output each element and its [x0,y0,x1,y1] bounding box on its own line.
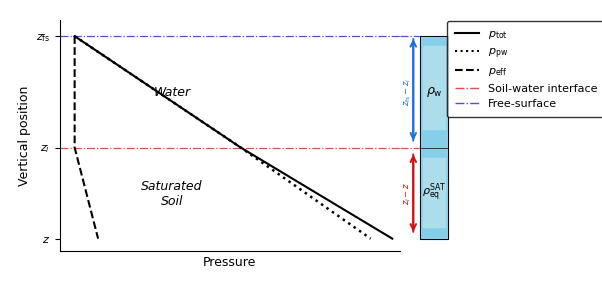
Text: $\rho_\mathrm{w}$: $\rho_\mathrm{w}$ [426,85,442,99]
Text: Saturated
Soil: Saturated Soil [141,180,203,208]
Text: $z_{\mathrm{fs}}-z_i$: $z_{\mathrm{fs}}-z_i$ [402,78,412,106]
Y-axis label: Vertical position: Vertical position [17,85,31,186]
X-axis label: Pressure: Pressure [203,256,256,269]
Text: $\rho_{\mathrm{eq}}^{\mathrm{SAT}}$: $\rho_{\mathrm{eq}}^{\mathrm{SAT}}$ [421,182,446,204]
Text: Water: Water [154,86,191,99]
Legend: $p_{\mathrm{tot}}$, $p_{\mathrm{pw}}$, $p_{\mathrm{eff}}$, Soil-water interface,: $p_{\mathrm{tot}}$, $p_{\mathrm{pw}}$, $… [447,21,602,117]
Text: $z_i-z$: $z_i-z$ [402,182,412,205]
